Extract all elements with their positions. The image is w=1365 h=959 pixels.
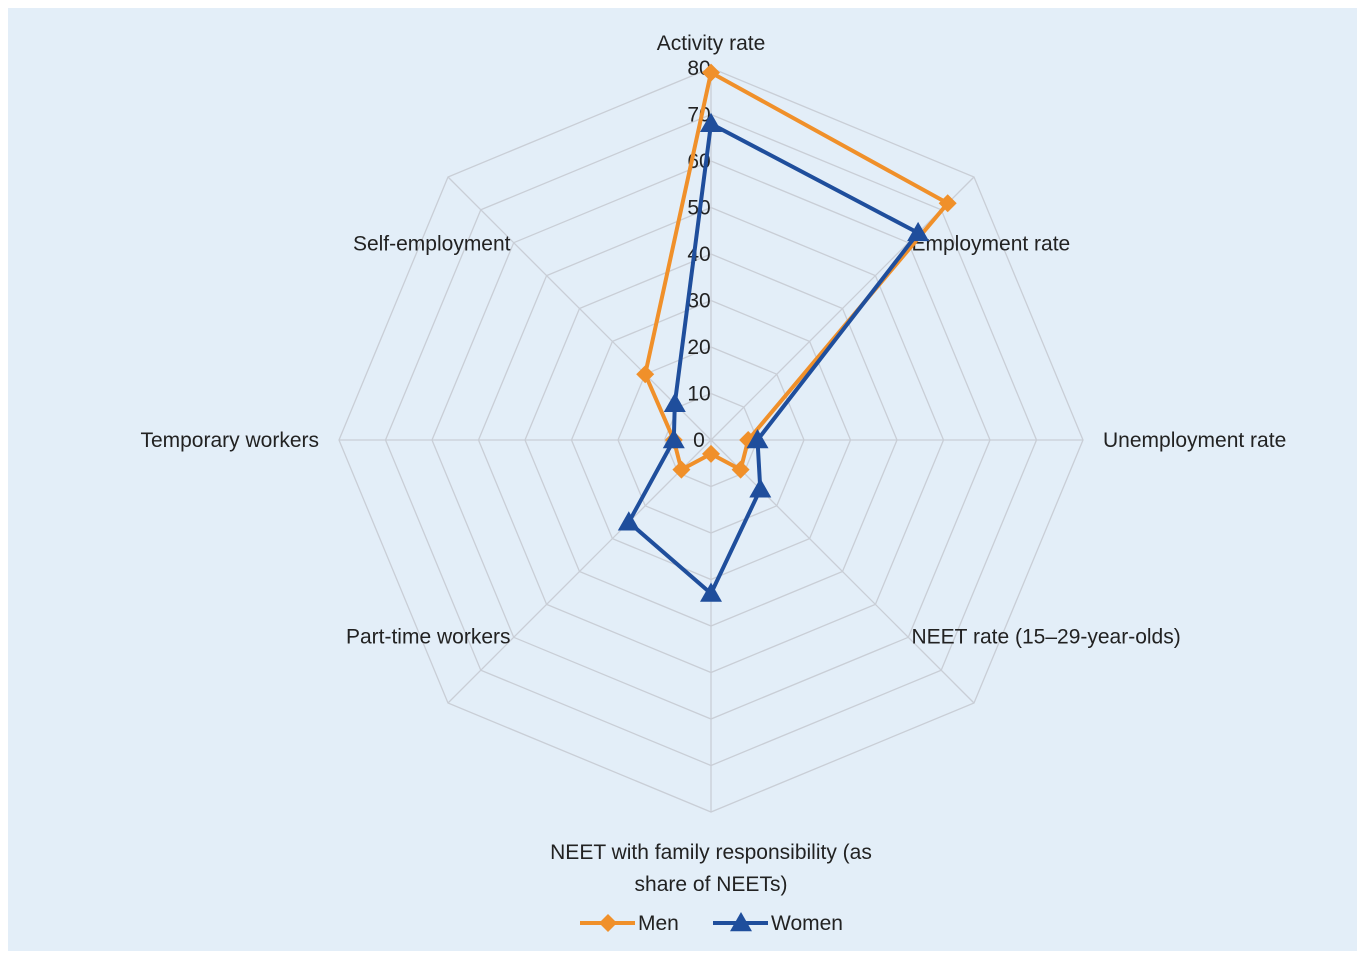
axis-label-3: NEET rate (15–29-year-olds) [912, 626, 1181, 649]
series-women [617, 112, 930, 602]
legend-label: Men [638, 912, 679, 935]
axis-labels: Activity rate Employment rate Unemployment… [140, 32, 1286, 896]
legend-item-women: Women [713, 912, 843, 935]
r-tick-label: 30 [687, 290, 710, 313]
data-point-women [617, 511, 640, 531]
axis-label-6: Temporary workers [140, 429, 319, 452]
data-point-women [662, 429, 685, 449]
data-point-women [700, 112, 722, 133]
spoke-1 [710, 176, 975, 441]
data-point-women [700, 582, 722, 602]
spoke-3 [710, 439, 975, 704]
series-line-women [626, 121, 921, 596]
data-point-men [938, 194, 957, 213]
axis-label-0: Activity rate [657, 32, 766, 55]
radar-grid [338, 67, 1084, 813]
r-tick-label: 0 [693, 429, 705, 452]
legend-item-men: Men [580, 912, 679, 935]
data-series [617, 63, 957, 602]
data-point-women [907, 221, 930, 242]
axis-label-1: Employment rate [912, 233, 1071, 256]
r-tick-label: 10 [687, 383, 710, 406]
data-point-women [663, 392, 686, 413]
axis-label-4: NEET with family responsibility (as [550, 841, 872, 864]
data-point-men [702, 444, 720, 463]
axis-label-5: Part-time workers [346, 626, 511, 649]
data-point-men [636, 365, 655, 384]
data-point-men [702, 63, 720, 82]
axis-label-2: Unemployment rate [1103, 429, 1286, 452]
legend-marker [599, 914, 617, 932]
legend: Men Women [580, 912, 843, 935]
spoke-7 [447, 176, 712, 441]
spoke-5 [447, 439, 712, 704]
r-tick-label: 20 [687, 336, 710, 359]
legend-label: Women [771, 912, 843, 935]
axis-label-7: Self-employment [353, 233, 511, 256]
data-point-women [749, 478, 772, 498]
chart-panel: 0 10 20 30 40 50 60 70 80 Activity rate Employmen… [8, 8, 1357, 951]
r-tick-label: 40 [687, 243, 710, 266]
data-point-women [746, 429, 769, 449]
axis-label-4: share of NEETs) [635, 873, 788, 896]
legend-marker [730, 912, 752, 932]
data-point-men [672, 460, 691, 479]
data-point-men [731, 460, 750, 479]
